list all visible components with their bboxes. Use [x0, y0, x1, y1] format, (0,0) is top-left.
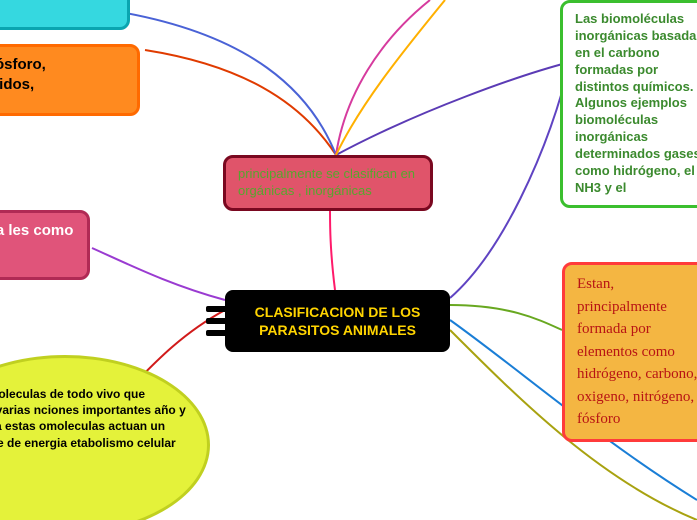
node-cyan-partial[interactable]: [0, 0, 130, 30]
node-pink[interactable]: nanera les como: [0, 210, 90, 280]
node-elementos[interactable]: Estan, principalmente formada por elemen…: [562, 262, 697, 442]
node-elementos-text: Estan, principalmente formada por elemen…: [577, 276, 697, 427]
node-orange-text: eno, fósforo, ucleótidos,: [0, 56, 46, 93]
node-inorganicas[interactable]: Las biomoléculas inorgánicas basadas en …: [560, 0, 697, 208]
central-node[interactable]: CLASIFICACION DE LOS PARASITOS ANIMALES: [225, 290, 450, 352]
node-yellow-text: quellas moleculas de todo vivo que cumpl…: [0, 387, 186, 466]
central-node-text: CLASIFICACION DE LOS PARASITOS ANIMALES: [255, 304, 421, 338]
central-handle-icon: [206, 306, 228, 336]
mindmap-canvas: { "canvas": { "width": 697, "height": 52…: [0, 0, 697, 520]
node-classify-text: principalmente se clasifican en orgánica…: [238, 166, 415, 198]
node-classify[interactable]: principalmente se clasifican en orgánica…: [223, 155, 433, 211]
node-inorganicas-text: Las biomoléculas inorgánicas basadas en …: [575, 11, 697, 195]
node-pink-text: nanera les como: [0, 222, 73, 239]
node-yellow-ellipse[interactable]: quellas moleculas de todo vivo que cumpl…: [0, 355, 210, 520]
node-orange[interactable]: eno, fósforo, ucleótidos,: [0, 44, 140, 116]
